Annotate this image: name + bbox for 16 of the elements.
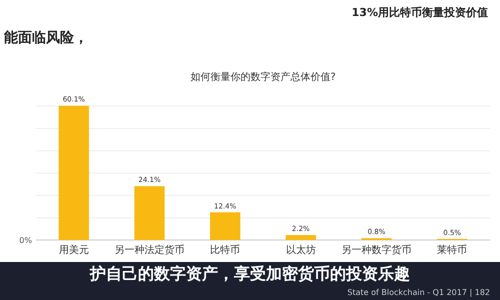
text: 0% — [19, 236, 32, 245]
x-tick-label: 用美元 — [58, 244, 89, 256]
x-tick-label: 另一种数字货币 — [342, 244, 412, 256]
x-tick-label: 比特币 — [210, 244, 240, 256]
chart-title: 如何衡量你的数字资产总体价值? — [190, 71, 336, 83]
text: 能面临风险， — [4, 30, 88, 46]
x-tick-label: 另一种法定货币 — [114, 244, 184, 256]
x-tick-label: 莱特币 — [437, 244, 468, 256]
bar — [286, 235, 316, 240]
x-tick-label: 以太坊 — [286, 244, 316, 256]
text: 护自己的数字资产，享受加密货币的投资乐趣 — [89, 264, 410, 283]
bar — [58, 106, 89, 240]
text: State of Blockchain - Q1 2017 | 182 — [347, 288, 490, 297]
bar — [210, 212, 240, 240]
bar — [134, 186, 165, 240]
text: 13%用比特币衡量投资价值 — [352, 6, 488, 19]
